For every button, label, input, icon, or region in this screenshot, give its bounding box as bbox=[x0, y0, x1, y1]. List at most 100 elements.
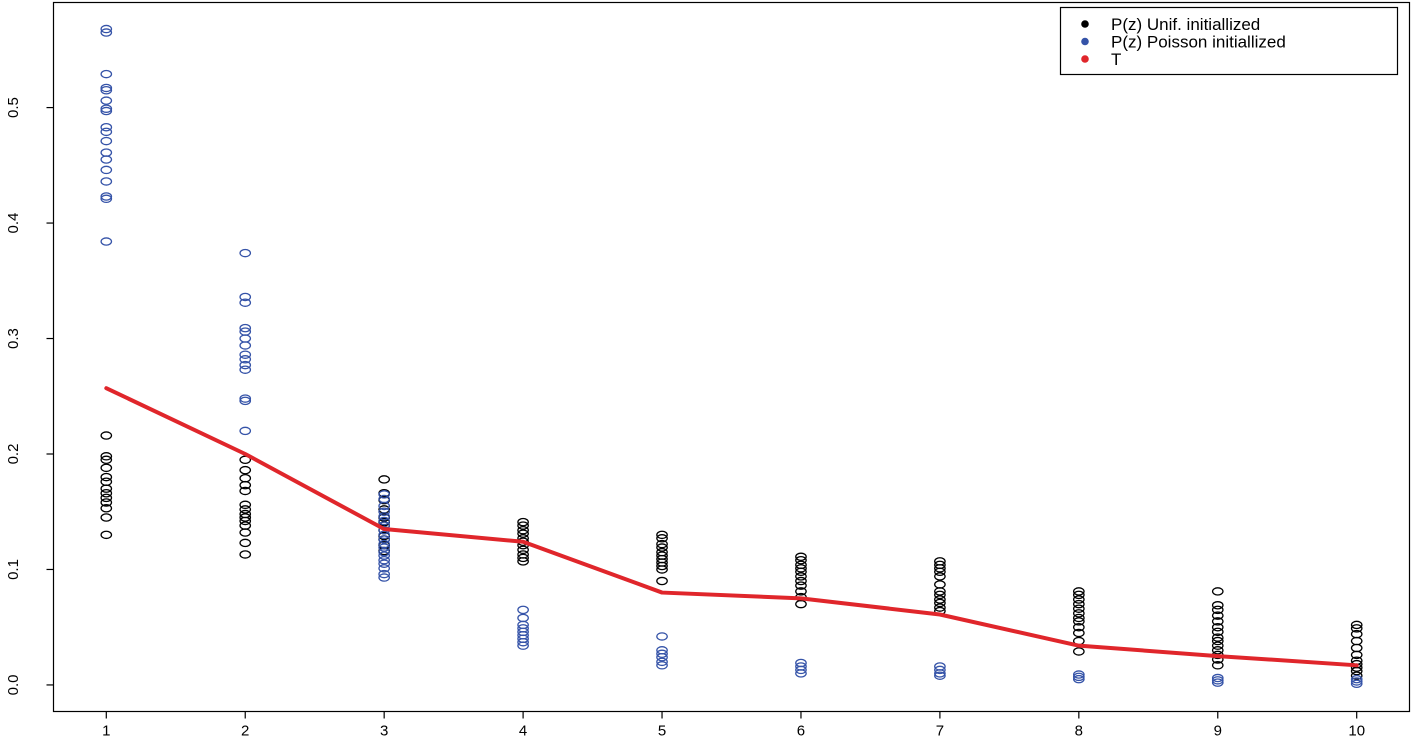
unif-point bbox=[239, 505, 252, 514]
poisson-point bbox=[100, 148, 113, 157]
poisson-point bbox=[100, 104, 113, 113]
y-tick-label: 0.1 bbox=[5, 559, 22, 580]
x-tick-label: 2 bbox=[241, 723, 249, 740]
unif-point bbox=[656, 547, 668, 557]
poisson-point bbox=[517, 605, 529, 615]
unif-point bbox=[517, 517, 529, 527]
unif-point bbox=[1072, 613, 1085, 623]
poisson-point bbox=[100, 106, 113, 116]
unif-point bbox=[934, 560, 946, 570]
unif-point bbox=[1211, 641, 1224, 650]
unif-point bbox=[239, 486, 252, 496]
data-points bbox=[100, 24, 1363, 689]
unif-point bbox=[517, 553, 529, 563]
unif-point bbox=[1211, 611, 1224, 620]
poisson-point bbox=[100, 24, 113, 34]
unif-point bbox=[1072, 647, 1085, 656]
poisson-point bbox=[100, 69, 113, 79]
unif-point bbox=[1072, 604, 1085, 613]
unif-point bbox=[239, 465, 252, 475]
poisson-point bbox=[239, 292, 252, 302]
unif-point bbox=[1072, 628, 1085, 638]
poisson-point bbox=[100, 136, 113, 146]
poisson-point bbox=[378, 573, 391, 582]
poisson-point bbox=[934, 671, 946, 680]
poisson-point bbox=[378, 539, 391, 549]
poisson-point bbox=[1072, 672, 1085, 682]
poisson-point bbox=[378, 543, 391, 552]
poisson-point bbox=[1211, 673, 1224, 683]
unif-point bbox=[1211, 633, 1224, 642]
unif-point bbox=[656, 576, 668, 586]
unif-point bbox=[1072, 599, 1085, 609]
unif-point bbox=[795, 572, 807, 581]
unif-point bbox=[795, 576, 807, 586]
x-tick-label: 9 bbox=[1214, 723, 1222, 740]
unif-point bbox=[100, 493, 113, 503]
unif-point bbox=[100, 477, 113, 486]
unif-point bbox=[795, 587, 807, 596]
unif-point bbox=[934, 580, 946, 589]
unif-point bbox=[1211, 646, 1224, 655]
poisson-point bbox=[656, 632, 668, 641]
unif-point bbox=[517, 545, 529, 555]
legend-label: T bbox=[1111, 50, 1121, 69]
unif-point bbox=[100, 452, 113, 461]
poisson-point bbox=[795, 662, 807, 671]
poisson-point bbox=[656, 661, 668, 670]
unif-point bbox=[1211, 627, 1224, 637]
unif-point bbox=[656, 530, 668, 540]
y-tick-label: 0.5 bbox=[5, 97, 22, 118]
poisson-point bbox=[100, 83, 113, 93]
unif-point bbox=[656, 534, 668, 543]
poisson-point bbox=[378, 535, 391, 544]
unif-point bbox=[795, 599, 807, 609]
poisson-point bbox=[378, 490, 391, 499]
unif-point bbox=[239, 513, 252, 522]
plot-frame bbox=[52, 1, 1411, 713]
x-tick-label: 5 bbox=[658, 723, 666, 740]
poisson-point bbox=[239, 334, 252, 343]
unif-point bbox=[1072, 587, 1085, 596]
poisson-point bbox=[100, 122, 113, 132]
unif-point bbox=[1211, 587, 1224, 596]
poisson-point bbox=[100, 194, 113, 204]
x-tick-label: 4 bbox=[519, 723, 527, 740]
unif-point bbox=[1350, 636, 1363, 646]
poisson-point bbox=[100, 86, 113, 95]
unif-point bbox=[100, 472, 113, 482]
poisson-point bbox=[378, 551, 391, 560]
poisson-point bbox=[1211, 676, 1224, 685]
unif-point bbox=[795, 581, 807, 590]
x-tick-label: 8 bbox=[1075, 723, 1083, 740]
unif-point bbox=[1072, 622, 1085, 632]
unif-point bbox=[656, 543, 668, 552]
legend-label: P(z) Unif. initiallized bbox=[1111, 15, 1260, 34]
poisson-point bbox=[934, 665, 946, 675]
poisson-point bbox=[378, 530, 391, 540]
unif-point bbox=[934, 557, 946, 566]
legend-marker bbox=[1081, 37, 1089, 46]
poisson-point bbox=[656, 649, 668, 659]
unif-point bbox=[1211, 617, 1224, 626]
unif-point bbox=[1350, 643, 1363, 653]
unif-point bbox=[934, 572, 946, 581]
poisson-point bbox=[100, 237, 113, 246]
unif-point bbox=[934, 590, 946, 600]
unif-point bbox=[378, 475, 391, 484]
unif-point bbox=[934, 595, 946, 604]
poisson-point bbox=[656, 657, 668, 667]
poisson-point bbox=[239, 341, 252, 350]
poisson-point bbox=[239, 360, 252, 370]
unif-point bbox=[1211, 622, 1224, 632]
poisson-point bbox=[239, 355, 252, 364]
unif-point bbox=[1211, 661, 1224, 670]
y-tick-label: 0.0 bbox=[5, 675, 22, 696]
unif-point bbox=[100, 513, 113, 522]
poisson-point bbox=[934, 662, 946, 671]
unif-point bbox=[239, 528, 252, 537]
unif-point bbox=[100, 431, 113, 440]
poisson-point bbox=[1072, 670, 1085, 679]
poisson-point bbox=[378, 507, 391, 516]
